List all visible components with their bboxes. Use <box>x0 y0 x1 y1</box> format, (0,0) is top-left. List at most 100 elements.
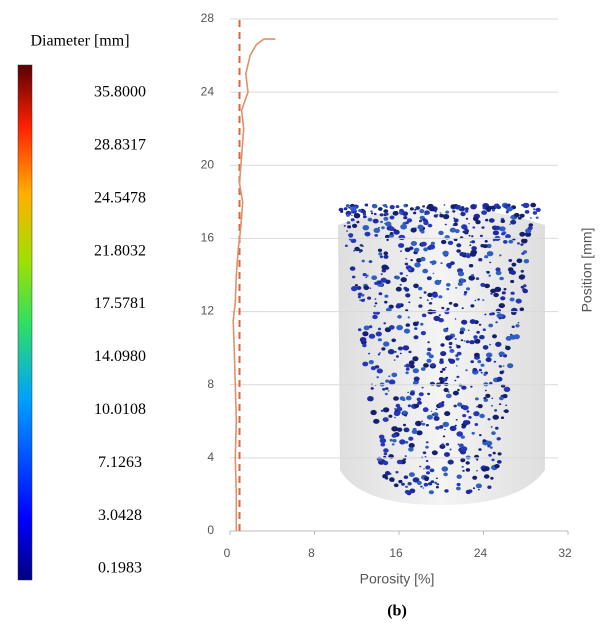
pore <box>426 471 430 475</box>
pore <box>435 426 440 430</box>
pore <box>464 229 470 233</box>
pore <box>362 215 367 219</box>
pore <box>470 385 473 388</box>
pore <box>473 215 476 217</box>
pore <box>431 450 438 456</box>
colorbar-label: 10.0108 <box>94 401 146 418</box>
pore <box>368 352 371 355</box>
pore <box>462 405 469 411</box>
pore <box>454 338 457 340</box>
pore <box>442 377 448 382</box>
pore <box>460 458 466 463</box>
pore <box>351 275 356 279</box>
pore <box>473 338 477 341</box>
pore <box>461 213 465 216</box>
pore <box>358 209 362 212</box>
pore <box>374 281 379 285</box>
pore <box>344 244 348 247</box>
pore <box>416 321 419 324</box>
pore <box>394 416 396 419</box>
pore <box>400 224 407 230</box>
pore <box>435 486 439 489</box>
pore <box>378 227 380 229</box>
sample-rendering <box>338 207 545 505</box>
pore <box>501 291 506 295</box>
pore <box>442 250 449 256</box>
pore <box>439 358 444 362</box>
pore <box>373 227 381 233</box>
pore <box>470 360 475 364</box>
pore <box>382 387 386 391</box>
pore <box>376 376 380 379</box>
pore <box>346 221 351 225</box>
pore <box>423 468 425 470</box>
pore <box>368 325 373 329</box>
pore <box>384 294 389 298</box>
pore <box>517 321 520 324</box>
pore <box>522 202 530 209</box>
pore <box>482 328 486 332</box>
pore <box>485 393 491 398</box>
pore <box>457 388 460 392</box>
pore <box>468 264 474 268</box>
pore <box>404 287 410 292</box>
pore <box>395 275 400 280</box>
pore <box>375 331 382 337</box>
pore <box>475 397 479 401</box>
pore <box>475 220 481 225</box>
pore <box>398 479 403 484</box>
pore <box>469 319 476 324</box>
pore <box>419 219 422 223</box>
pore <box>370 212 374 215</box>
pore <box>462 420 469 425</box>
pore <box>410 241 417 246</box>
pore <box>380 409 384 412</box>
pore <box>383 448 389 453</box>
pore <box>433 315 441 322</box>
pore <box>354 284 358 287</box>
pore <box>499 355 503 358</box>
pore <box>427 392 430 396</box>
pore <box>482 439 487 443</box>
pore <box>444 411 451 417</box>
pore <box>395 471 399 474</box>
pore <box>444 310 450 315</box>
pore <box>468 223 470 225</box>
pore <box>424 456 427 458</box>
pore <box>473 335 478 339</box>
pore <box>405 367 410 371</box>
pore <box>486 352 493 358</box>
pore <box>427 341 430 344</box>
pore <box>374 298 377 300</box>
pore <box>377 280 382 285</box>
pore <box>481 467 488 472</box>
pore <box>459 330 464 335</box>
x-tick-label: 8 <box>308 546 315 560</box>
pore <box>498 303 505 309</box>
pore <box>453 218 459 223</box>
pore <box>387 390 390 392</box>
pore <box>454 318 457 320</box>
pore <box>530 202 537 208</box>
pore <box>431 260 437 265</box>
pore <box>394 350 397 353</box>
pore <box>488 453 492 457</box>
pore <box>378 207 383 211</box>
pore <box>519 307 525 312</box>
pore <box>490 404 494 407</box>
pore <box>408 447 414 452</box>
pore <box>389 477 395 482</box>
pore <box>446 327 449 330</box>
pore <box>489 446 493 449</box>
pore <box>449 348 455 353</box>
pore <box>389 438 393 442</box>
pore <box>377 353 381 356</box>
pore <box>383 322 387 325</box>
pore <box>498 317 502 320</box>
pore <box>412 477 420 483</box>
pore <box>361 293 365 297</box>
pore <box>404 440 409 444</box>
pore <box>420 241 427 247</box>
pore <box>374 365 380 369</box>
pore <box>408 268 412 271</box>
